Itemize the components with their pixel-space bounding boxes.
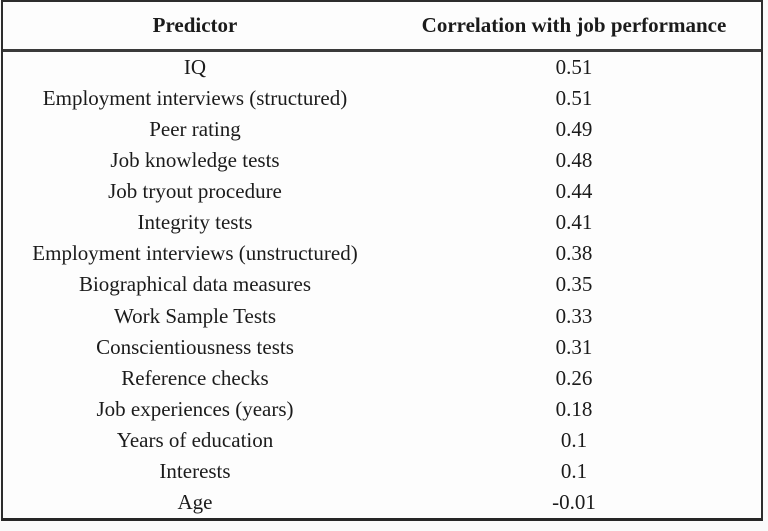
- correlation-value-cell: 0.51: [555, 55, 593, 80]
- table-row: Job knowledge tests 0.48: [3, 145, 761, 176]
- correlation-value-cell: 0.1: [560, 458, 588, 483]
- correlation-value-cell: 0.35: [555, 272, 593, 297]
- table-row: Biographical data measures 0.35: [3, 269, 761, 300]
- correlation-value-cell: 0.1: [560, 427, 588, 452]
- correlation-value-cell: 0.51: [555, 86, 593, 111]
- predictor-cell: Peer rating: [149, 117, 241, 142]
- correlation-table: Predictor Correlation with job performan…: [1, 0, 763, 521]
- correlation-value-cell: 0.18: [555, 396, 593, 421]
- table-row: Employment interviews (unstructured) 0.3…: [3, 238, 761, 269]
- correlation-value-cell: 0.26: [555, 365, 593, 390]
- correlation-value-cell: 0.38: [555, 241, 593, 266]
- predictor-cell: Biographical data measures: [78, 272, 312, 297]
- correlation-value-cell: 0.44: [555, 179, 593, 204]
- correlation-value-cell: 0.48: [555, 148, 593, 173]
- correlation-value-cell: 0.33: [555, 303, 593, 328]
- correlation-value-cell: -0.01: [552, 489, 596, 514]
- table-row: Age -0.01: [3, 487, 761, 518]
- predictor-cell: Employment interviews (unstructured): [32, 241, 358, 266]
- predictor-cell: Work Sample Tests: [113, 303, 277, 328]
- table-row: Interests 0.1: [3, 456, 761, 487]
- table-row: Years of education 0.1: [3, 425, 761, 456]
- table-row: Reference checks 0.26: [3, 363, 761, 394]
- correlation-value-cell: 0.31: [555, 334, 593, 359]
- table-row: Conscientiousness tests 0.31: [3, 332, 761, 363]
- predictor-column-header: Predictor: [152, 13, 238, 37]
- table-row: Job tryout procedure 0.44: [3, 176, 761, 207]
- predictor-cell: Job tryout procedure: [108, 179, 282, 204]
- correlation-value-cell: 0.41: [555, 210, 593, 235]
- correlation-value-cell: 0.49: [555, 117, 593, 142]
- predictor-cell: Reference checks: [121, 365, 269, 390]
- table-row: Job experiences (years) 0.18: [3, 394, 761, 425]
- predictor-cell: Years of education: [116, 427, 274, 452]
- predictor-cell: Conscientiousness tests: [96, 334, 294, 359]
- table-header-row: Predictor Correlation with job performan…: [3, 2, 761, 52]
- predictor-cell: Employment interviews (structured): [42, 86, 348, 111]
- predictor-cell: Interests: [159, 458, 231, 483]
- predictor-cell: Job knowledge tests: [110, 148, 280, 173]
- table-row: Integrity tests 0.41: [3, 207, 761, 238]
- table-row: Work Sample Tests 0.33: [3, 301, 761, 332]
- predictor-cell: Integrity tests: [137, 210, 253, 235]
- table-row: Employment interviews (structured) 0.51: [3, 83, 761, 114]
- table-row: Peer rating 0.49: [3, 114, 761, 145]
- table-row: IQ 0.51: [3, 52, 761, 83]
- correlation-column-header: Correlation with job performance: [421, 13, 727, 37]
- predictor-cell: Age: [177, 489, 213, 514]
- predictor-cell: Job experiences (years): [96, 396, 294, 421]
- predictor-cell: IQ: [183, 55, 207, 80]
- table-body: IQ 0.51 Employment interviews (structure…: [3, 52, 761, 518]
